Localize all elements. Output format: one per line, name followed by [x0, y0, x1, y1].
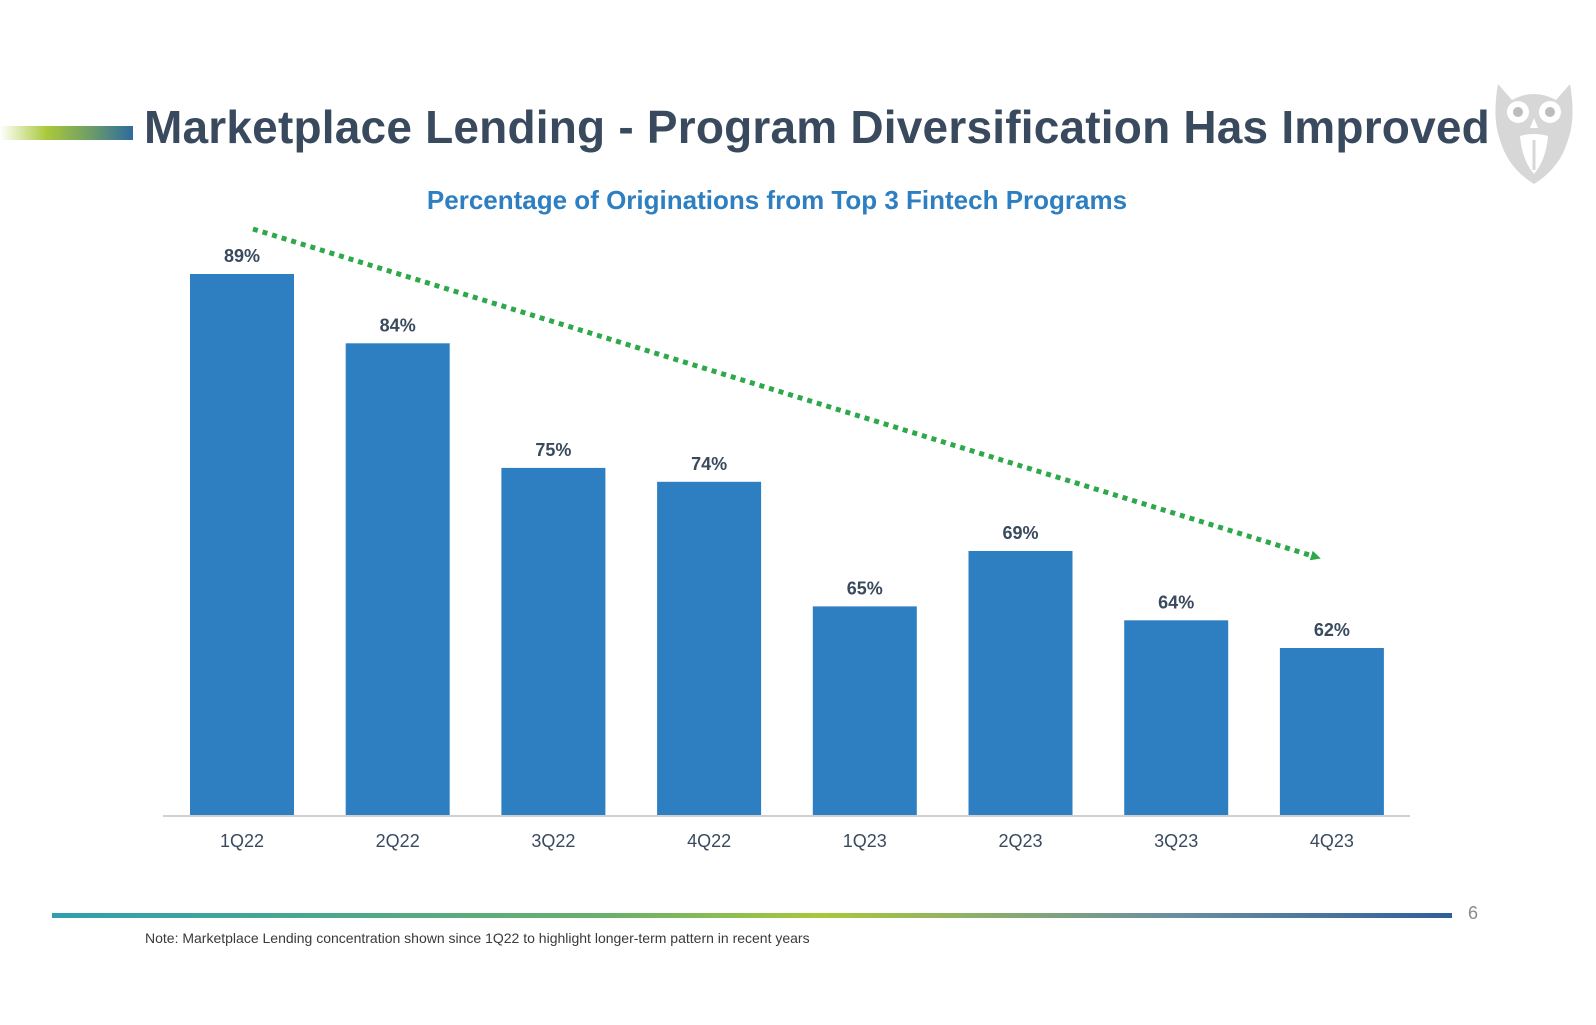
value-label: 75%	[535, 440, 571, 460]
page-number: 6	[1468, 903, 1479, 923]
value-label: 89%	[224, 246, 260, 266]
x-tick-label: 3Q23	[1154, 831, 1198, 851]
x-tick-label: 1Q22	[220, 831, 264, 851]
bar-series	[190, 274, 1384, 815]
title-accent-bar	[0, 126, 133, 140]
x-tick-label: 4Q22	[687, 831, 731, 851]
bar-2Q22	[345, 343, 450, 815]
bar-3Q22	[501, 467, 606, 815]
bar-1Q23	[812, 606, 917, 815]
slide-title: Marketplace Lending - Program Diversific…	[144, 101, 1490, 153]
bar-4Q22	[657, 481, 762, 815]
chart-title: Percentage of Originations from Top 3 Fi…	[427, 185, 1127, 215]
x-axis-tick-labels: 1Q22 2Q22 3Q22 4Q22 1Q23 2Q23 3Q23 4Q23	[220, 831, 1354, 851]
value-label: 74%	[691, 454, 727, 474]
value-label: 64%	[1158, 592, 1194, 612]
value-label: 84%	[380, 315, 416, 335]
x-tick-label: 3Q22	[531, 831, 575, 851]
value-label: 69%	[1002, 523, 1038, 543]
bar-2Q23	[968, 551, 1073, 815]
value-label: 62%	[1314, 620, 1350, 640]
value-label: 65%	[847, 578, 883, 598]
x-tick-label: 4Q23	[1310, 831, 1354, 851]
x-tick-label: 2Q22	[376, 831, 420, 851]
footer-divider	[52, 913, 1452, 918]
footnote: Note: Marketplace Lending concentration …	[145, 930, 810, 946]
bar-3Q23	[1124, 620, 1229, 815]
x-tick-label: 2Q23	[998, 831, 1042, 851]
value-labels: 89% 84% 75% 74% 65% 69% 64% 62%	[224, 246, 1350, 640]
bar-1Q22	[190, 274, 294, 815]
bar-4Q23	[1279, 648, 1384, 815]
x-tick-label: 1Q23	[843, 831, 887, 851]
owl-logo-icon	[1495, 84, 1573, 184]
